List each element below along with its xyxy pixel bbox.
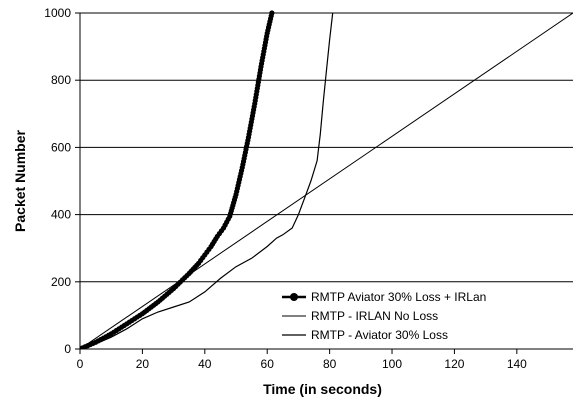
legend-label-2: RMTP - Aviator 30% Loss (311, 328, 448, 342)
x-tick-label-80: 80 (323, 357, 337, 371)
y-axis-title: Packet Number (12, 129, 28, 231)
legend-label-0: RMTP Aviator 30% Loss + IRLan (311, 290, 486, 304)
series-point-aviator-loss-irlan (269, 10, 275, 16)
legend-dot-aviator-loss-irlan (290, 293, 298, 301)
series-line-aviator-30-loss (80, 12, 334, 349)
y-tick-label-600: 600 (51, 140, 71, 154)
x-tick-label-120: 120 (444, 357, 464, 371)
x-tick-label-40: 40 (198, 357, 212, 371)
y-tick-label-400: 400 (51, 208, 71, 222)
y-tick-label-0: 0 (64, 342, 71, 356)
series-line-aviator-loss-irlan (80, 12, 274, 349)
y-tick-label-800: 800 (51, 73, 71, 87)
x-tick-label-100: 100 (382, 357, 402, 371)
x-axis-title: Time (in seconds) (263, 381, 382, 397)
y-tick-label-1000: 1000 (44, 6, 71, 20)
y-tick-label-200: 200 (51, 275, 71, 289)
x-tick-label-140: 140 (507, 357, 527, 371)
x-tick-label-0: 0 (77, 357, 84, 371)
x-tick-label-20: 20 (136, 357, 150, 371)
legend-label-1: RMTP - IRLAN No Loss (311, 309, 438, 323)
series-line-irlan-no-loss (80, 12, 573, 349)
x-tick-label-60: 60 (261, 357, 275, 371)
